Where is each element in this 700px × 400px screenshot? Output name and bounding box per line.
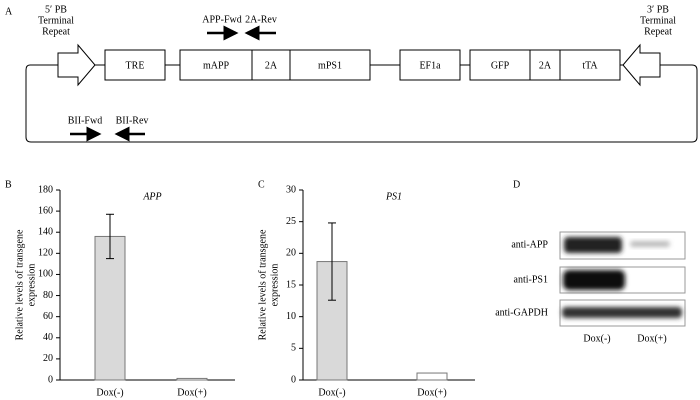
left-repeat-arrow: [57, 43, 96, 87]
element-box: [559, 49, 621, 81]
y-tick-label: 40: [43, 332, 53, 343]
y-tick-label: 180: [38, 184, 53, 195]
blot-lane-label: Dox(+): [637, 333, 667, 344]
element-box: [289, 49, 371, 81]
bar: [176, 377, 208, 381]
y-tick-label: 0: [291, 374, 296, 385]
blot-lane-label: Dox(-): [583, 333, 610, 344]
chart-title: PS1: [385, 191, 402, 202]
right-repeat-arrow: [622, 43, 661, 87]
repeat-label: 5′ PB: [45, 4, 67, 15]
element-box: [469, 49, 531, 81]
repeat-label: Repeat: [42, 26, 70, 37]
panel-label: C: [258, 179, 265, 190]
element-label: 2A: [539, 60, 552, 71]
y-tick-label: 10: [286, 311, 296, 322]
y-tick-label: 160: [38, 205, 53, 216]
element-box: [399, 49, 461, 81]
y-tick-label: 140: [38, 227, 53, 238]
panel-label: A: [5, 6, 13, 17]
blot-band: [563, 270, 625, 290]
primer-label: APP-Fwd: [202, 14, 241, 25]
repeat-label: Terminal: [640, 15, 676, 26]
blot-band: [630, 241, 670, 247]
panel-label: D: [513, 179, 520, 190]
blot-row-label: anti-PS1: [514, 274, 548, 285]
element-label: mPS1: [318, 60, 342, 71]
repeat-label: Repeat: [644, 26, 672, 37]
y-tick-label: 15: [286, 279, 296, 290]
blot-row-label: anti-GAPDH: [495, 307, 548, 318]
primer-label: BII-Fwd: [68, 115, 102, 126]
bar: [94, 235, 126, 381]
y-axis-label: Relative levels of transgene: [14, 229, 25, 340]
y-tick-label: 100: [38, 269, 53, 280]
element-label: TRE: [126, 60, 145, 71]
element-label: EF1a: [419, 60, 441, 71]
element-label: mAPP: [203, 60, 230, 71]
y-tick-label: 5: [291, 343, 296, 354]
primer-label: BII-Rev: [116, 115, 149, 126]
blot-band: [564, 237, 622, 253]
x-tick-label: Dox(-): [96, 387, 123, 398]
y-tick-label: 25: [286, 216, 296, 227]
blot-band: [562, 307, 682, 318]
repeat-label: Terminal: [38, 15, 74, 26]
y-axis-label: expression: [26, 264, 37, 307]
element-label: tTA: [582, 60, 598, 71]
y-tick-label: 20: [43, 353, 53, 364]
primer-label: 2A-Rev: [245, 14, 277, 25]
repeat-label: 3′ PB: [647, 4, 669, 15]
element-box: [104, 49, 166, 81]
y-axis-label: Relative levels of transgene: [257, 229, 268, 340]
chart-title: APP: [142, 191, 161, 202]
bar: [416, 372, 448, 381]
panel-label: B: [5, 179, 12, 190]
x-tick-label: Dox(-): [318, 387, 345, 398]
y-tick-label: 60: [43, 311, 53, 322]
y-axis-label: expression: [269, 264, 280, 307]
element-label: 2A: [265, 60, 278, 71]
y-tick-label: 120: [38, 248, 53, 259]
blot-row-label: anti-APP: [511, 239, 548, 250]
plasmid-loop: [25, 64, 698, 143]
element-box: [251, 49, 291, 81]
y-tick-label: 30: [286, 184, 296, 195]
element-box: [529, 49, 561, 81]
x-tick-label: Dox(+): [417, 387, 447, 398]
y-tick-label: 80: [43, 290, 53, 301]
element-label: GFP: [491, 60, 510, 71]
x-tick-label: Dox(+): [177, 387, 207, 398]
y-tick-label: 20: [286, 248, 296, 259]
y-tick-label: 0: [48, 374, 53, 385]
